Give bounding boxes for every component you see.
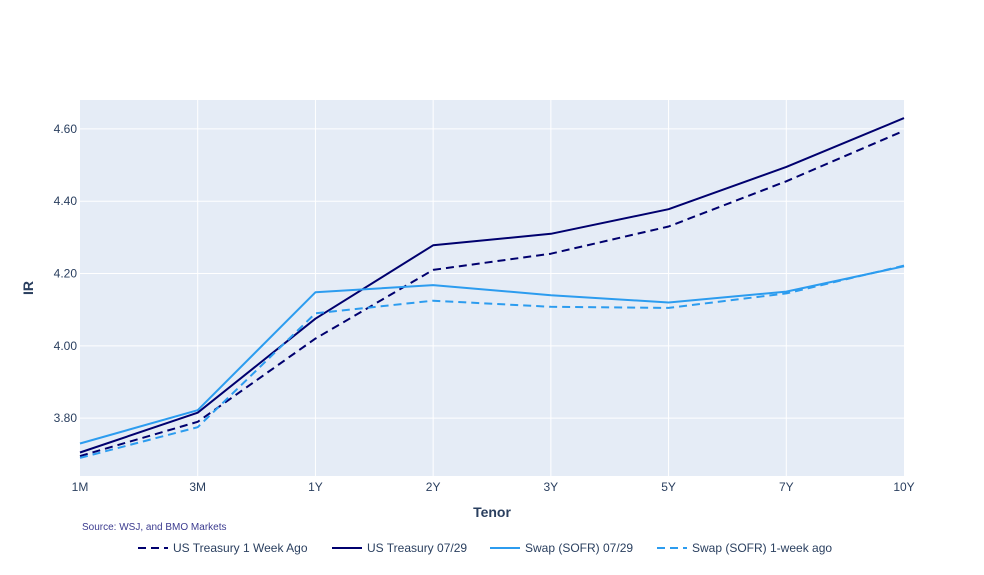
x-tick-label: 5Y [661,480,676,494]
legend-label-3: Swap (SOFR) 1-week ago [692,541,832,555]
series-line-3 [79,264,905,459]
y-axis-title: IR [20,281,36,295]
y-tick-label: 3.80 [54,411,78,425]
x-tick-label: 1M [72,480,89,494]
grid-lines [80,100,904,476]
x-axis-title: Tenor [473,504,511,520]
legend-label-1: US Treasury 07/29 [367,541,467,555]
series-line-2 [79,265,905,445]
source-note: Source: WSJ, and BMO Markets [82,522,227,533]
series-line-1 [79,117,905,454]
x-tick-labels: 1M 3M 1Y 2Y 3Y 5Y 7Y 10Y [72,480,915,494]
x-tick-label: 10Y [893,480,914,494]
x-tick-label: 1Y [308,480,323,494]
y-tick-label: 4.60 [54,122,78,136]
y-tick-label: 4.00 [54,339,78,353]
y-tick-label: 4.20 [54,267,78,281]
y-tick-label: 4.40 [54,194,78,208]
plot-background [80,100,904,476]
legend-label-2: Swap (SOFR) 07/29 [525,541,633,555]
legend: US Treasury 1 Week Ago US Treasury 07/29 S… [138,541,832,555]
y-tick-labels: 3.80 4.00 4.20 4.40 4.60 [54,122,78,425]
x-tick-label: 2Y [426,480,441,494]
x-tick-label: 3M [189,480,206,494]
series-lines [79,117,905,459]
x-tick-label: 3Y [544,480,559,494]
legend-label-0: US Treasury 1 Week Ago [173,541,308,555]
x-tick-label: 7Y [779,480,794,494]
